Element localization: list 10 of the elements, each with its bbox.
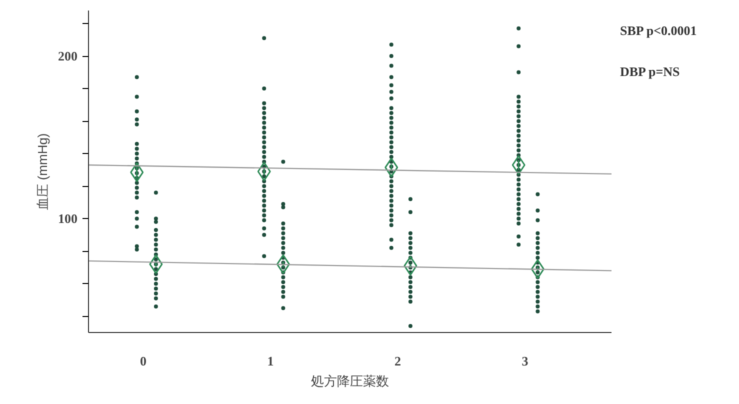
x-tick-label: 0	[140, 354, 146, 368]
y-tick-label: 100	[58, 211, 78, 226]
text: DBP p=NS	[620, 62, 681, 81]
y-tick-label: 200	[58, 48, 78, 64]
text: SBP p<0.0001	[620, 22, 697, 40]
x-tick-label: 3	[522, 354, 529, 368]
y-axis-title: 血圧 (mmHg)	[35, 133, 50, 210]
x-tick-label: 1	[267, 354, 274, 368]
x-tick-label: 2	[394, 354, 401, 368]
x-axis-title: 処方降圧薬数	[311, 374, 389, 388]
